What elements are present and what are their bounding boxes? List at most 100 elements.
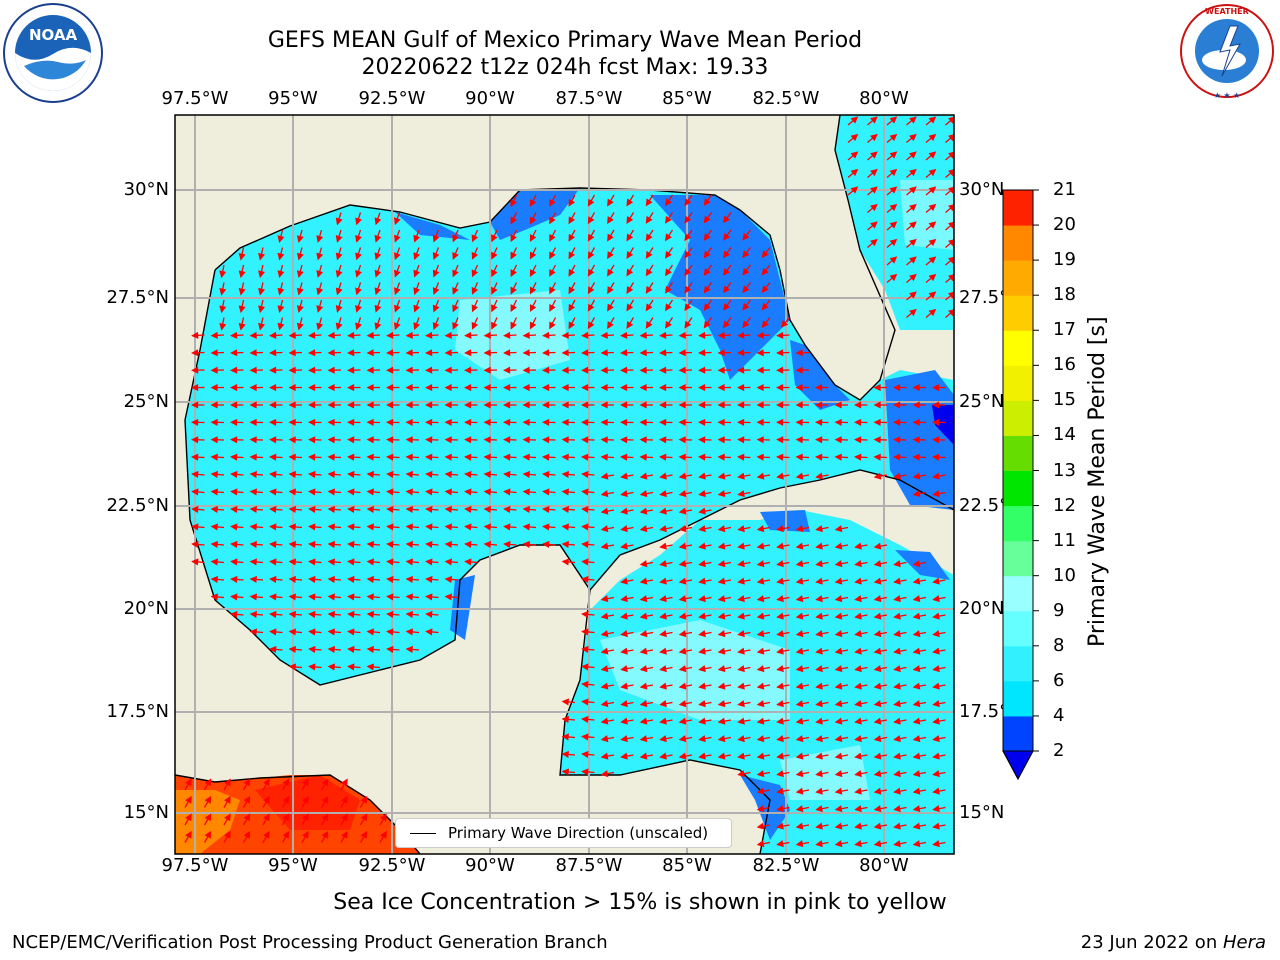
wave-arrow-head bbox=[909, 256, 917, 264]
wave-arrow-head bbox=[464, 349, 472, 357]
wave-arrow-head bbox=[269, 575, 277, 583]
wave-arrow-head bbox=[185, 778, 192, 787]
wave-arrow-head bbox=[795, 366, 803, 374]
wave-arrow-head bbox=[549, 268, 556, 277]
wave-arrow-head bbox=[542, 453, 550, 461]
wave-arrow-head bbox=[335, 217, 343, 226]
wave-arrow-head bbox=[600, 384, 608, 392]
wave-arrow-head bbox=[425, 349, 433, 357]
wave-arrow-head bbox=[210, 331, 218, 339]
wave-arrow-head bbox=[549, 286, 556, 295]
wave-arrow-head bbox=[795, 665, 804, 673]
wave-arrow-head bbox=[717, 735, 726, 743]
colorbar-segment bbox=[1003, 365, 1033, 401]
wave-arrow-head bbox=[432, 287, 440, 295]
wave-arrow-head bbox=[204, 830, 212, 839]
wave-arrow-head bbox=[737, 682, 745, 690]
wave-arrow-head bbox=[308, 575, 316, 583]
wave-arrow-head bbox=[912, 560, 921, 568]
wave-arrow-head bbox=[928, 116, 937, 124]
wave-arrow-head bbox=[483, 401, 491, 409]
wave-arrow-head bbox=[191, 558, 199, 566]
wave-arrow-head bbox=[581, 715, 589, 723]
wave-arrow-head bbox=[776, 542, 784, 550]
wave-arrow-head bbox=[452, 251, 459, 260]
wave-arrow-head bbox=[815, 612, 823, 620]
wave-arrow-head bbox=[932, 822, 940, 830]
colorbar-tick-label: 16 bbox=[1053, 354, 1076, 376]
wave-arrow-head bbox=[308, 384, 316, 392]
wave-arrow-head bbox=[374, 269, 382, 278]
wave-arrow-head bbox=[405, 401, 413, 409]
wave-arrow-head bbox=[549, 321, 556, 330]
wave-arrow-head bbox=[561, 540, 569, 548]
wave-arrow-head bbox=[393, 252, 401, 261]
wave-arrow-head bbox=[529, 286, 537, 295]
wave-arrow-head bbox=[522, 418, 530, 426]
wave-arrow-head bbox=[483, 540, 491, 548]
wave-arrow-head bbox=[737, 665, 745, 673]
lat-label-left: 27.5°N bbox=[106, 287, 169, 308]
wave-arrow-head bbox=[795, 752, 804, 760]
colorbar-segment bbox=[1003, 645, 1033, 682]
wave-arrow-head bbox=[815, 525, 823, 533]
wave-arrow-head bbox=[776, 682, 784, 690]
wave-arrow-head bbox=[678, 401, 686, 409]
wave-arrow-head bbox=[263, 795, 270, 804]
wave-arrow-head bbox=[581, 488, 589, 496]
wave-arrow-head bbox=[678, 595, 687, 603]
wave-arrow-head bbox=[873, 735, 882, 743]
wave-arrow-head bbox=[600, 472, 609, 480]
wave-arrow-head bbox=[717, 349, 725, 357]
wave-arrow-head bbox=[932, 735, 940, 743]
wave-arrow-head bbox=[366, 645, 374, 653]
wave-arrow-head bbox=[756, 787, 765, 795]
wave-arrow-head bbox=[316, 235, 324, 243]
wave-arrow-head bbox=[620, 453, 628, 461]
wave-arrow-head bbox=[639, 595, 648, 603]
wave-arrow-head bbox=[776, 436, 784, 444]
wave-arrow-head bbox=[269, 349, 277, 357]
wave-arrow-head bbox=[665, 233, 672, 242]
wave-arrow-head bbox=[737, 612, 745, 620]
lat-label-right: 20°N bbox=[959, 598, 1005, 619]
wave-arrow-head bbox=[483, 488, 491, 496]
wave-arrow-head bbox=[932, 630, 940, 638]
lat-label-left: 30°N bbox=[123, 179, 169, 200]
wave-arrow-head bbox=[909, 308, 917, 317]
wave-arrow-head bbox=[522, 505, 530, 513]
wave-arrow-head bbox=[776, 577, 784, 585]
wave-arrow-head bbox=[288, 453, 296, 461]
wave-arrow-head bbox=[698, 507, 706, 515]
wave-arrow-head bbox=[581, 523, 589, 531]
wave-arrow-head bbox=[645, 250, 653, 259]
wave-arrow-head bbox=[620, 542, 628, 550]
wave-arrow-head bbox=[912, 647, 921, 655]
wave-arrow-head bbox=[834, 647, 843, 655]
wave-arrow-head bbox=[405, 384, 413, 392]
wave-arrow-head bbox=[386, 540, 394, 548]
wave-arrow-head bbox=[737, 525, 745, 533]
map-frame bbox=[174, 114, 955, 855]
colorbar-tick-label: 13 bbox=[1053, 459, 1076, 481]
wave-arrow-head bbox=[452, 286, 459, 295]
wave-arrow-head bbox=[742, 302, 750, 311]
wave-arrow-head bbox=[756, 525, 765, 533]
wave-arrow-head bbox=[659, 418, 667, 426]
wave-arrow-head bbox=[600, 612, 609, 620]
wave-arrow-head bbox=[912, 418, 920, 426]
wave-arrow-head bbox=[491, 321, 498, 330]
wave-arrow-head bbox=[581, 505, 589, 513]
wave-arrow-head bbox=[776, 805, 784, 813]
wave-arrow-head bbox=[288, 470, 296, 478]
wave-arrow-head bbox=[737, 647, 745, 655]
wave-arrow-head bbox=[850, 168, 859, 177]
wave-arrow-head bbox=[795, 436, 803, 444]
wave-arrow-head bbox=[893, 472, 901, 480]
wave-arrow-head bbox=[308, 401, 316, 409]
wave-arrow-head bbox=[678, 752, 687, 760]
wave-arrow-head bbox=[684, 285, 692, 294]
wave-arrow-head bbox=[327, 505, 335, 513]
wave-arrow-head bbox=[510, 304, 517, 313]
wave-arrow-head bbox=[210, 523, 218, 531]
